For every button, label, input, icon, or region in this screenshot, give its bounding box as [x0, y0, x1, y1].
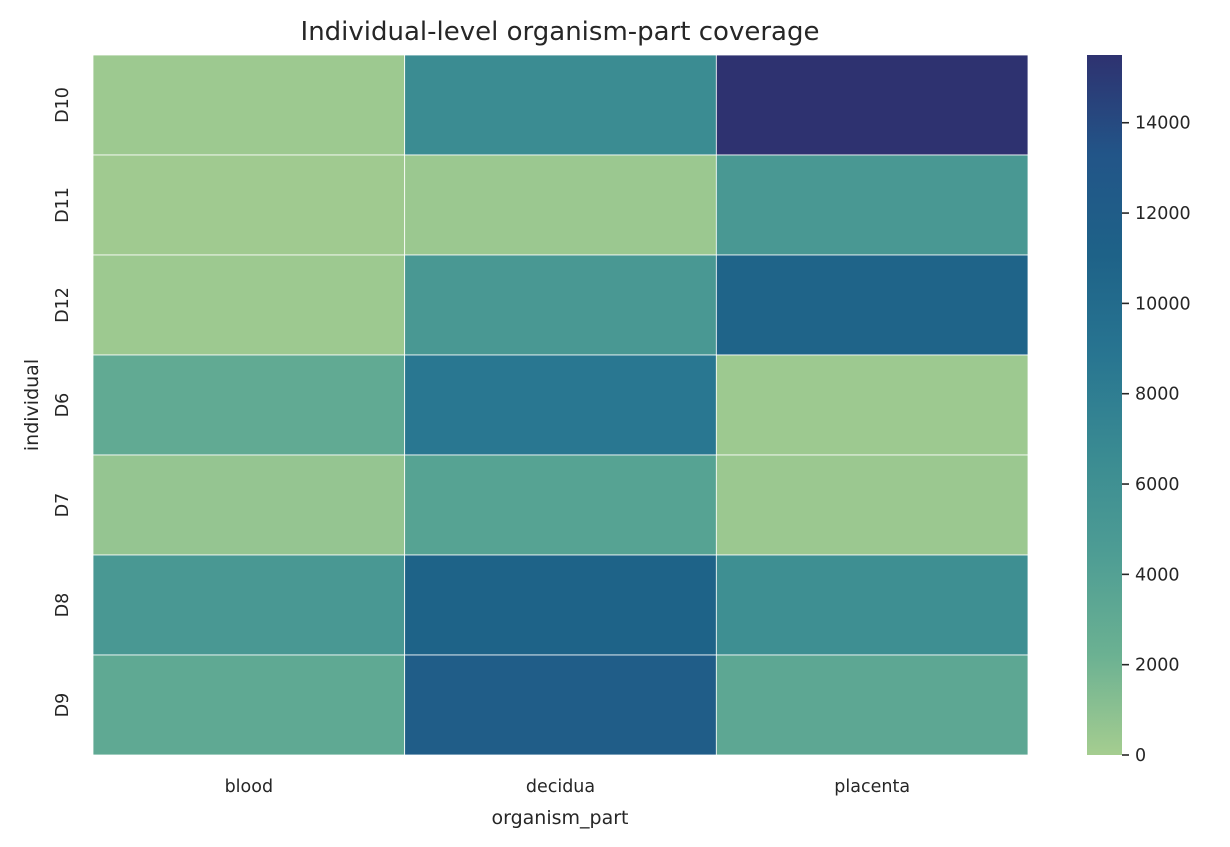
heatmap-cell-D6-decidua	[404, 354, 717, 456]
heatmap-cell-D9-blood	[92, 654, 406, 756]
heatmap-cell-D10-decidua	[404, 54, 717, 156]
heatmap-cell-D7-blood	[92, 454, 406, 556]
colorbar-tick-label: 6000	[1135, 475, 1180, 495]
y-tick-label: D9	[53, 693, 73, 718]
heatmap-cell-D8-placenta	[715, 554, 1029, 656]
colorbar-tick-label: 10000	[1135, 294, 1191, 314]
x-tick-label: blood	[225, 777, 274, 797]
chart-title: Individual-level organism-part coverage	[301, 17, 820, 47]
colorbar-tick-label: 8000	[1135, 385, 1180, 405]
heatmap-cell-D6-placenta	[715, 354, 1029, 456]
heatmap-cell-D9-decidua	[404, 654, 717, 756]
heatmap-cell-D8-blood	[92, 554, 406, 656]
y-tick-label: D12	[53, 287, 73, 323]
colorbar: 0 2000 4000 6000 8000 10000 12000 14000	[1087, 55, 1191, 766]
heatmap-cell-D9-placenta	[715, 654, 1029, 756]
colorbar-tick-label: 2000	[1135, 656, 1180, 676]
heatmap-cell-D6-blood	[92, 354, 406, 456]
heatmap-cell-D7-decidua	[404, 454, 717, 556]
colorbar-tick-label: 4000	[1135, 565, 1180, 585]
colorbar-gradient	[1087, 55, 1122, 755]
x-tick-label: placenta	[834, 777, 910, 797]
colorbar-tick-label: 0	[1135, 746, 1146, 766]
heatmap-cells	[92, 54, 1029, 756]
y-tick-label: D7	[53, 493, 73, 518]
y-tick-label: D8	[53, 593, 73, 618]
y-tick-label: D6	[53, 393, 73, 418]
heatmap-cell-D11-decidua	[404, 154, 717, 256]
colorbar-tick-label: 12000	[1135, 204, 1191, 224]
x-axis-ticks: blood decidua placenta	[225, 777, 910, 797]
heatmap-cell-D7-placenta	[715, 454, 1029, 556]
heatmap-cell-D10-placenta	[715, 54, 1029, 156]
y-tick-label: D11	[53, 187, 73, 223]
heatmap-cell-D12-decidua	[404, 254, 717, 356]
y-tick-label: D10	[53, 87, 73, 123]
heatmap-cell-D12-placenta	[715, 254, 1029, 356]
heatmap-cell-D10-blood	[92, 54, 406, 156]
x-tick-label: decidua	[526, 777, 595, 797]
colorbar-ticks: 0 2000 4000 6000 8000 10000 12000 14000	[1122, 114, 1191, 766]
y-axis-ticks: D10 D11 D12 D6 D7 D8 D9	[53, 87, 73, 717]
y-axis-label: individual	[21, 359, 43, 451]
heatmap-cell-D11-blood	[92, 154, 406, 256]
x-axis-label: organism_part	[492, 807, 629, 829]
heatmap-cell-D11-placenta	[715, 154, 1029, 256]
heatmap-cell-D8-decidua	[404, 554, 717, 656]
heatmap-cell-D12-blood	[92, 254, 406, 356]
colorbar-tick-label: 14000	[1135, 114, 1191, 134]
